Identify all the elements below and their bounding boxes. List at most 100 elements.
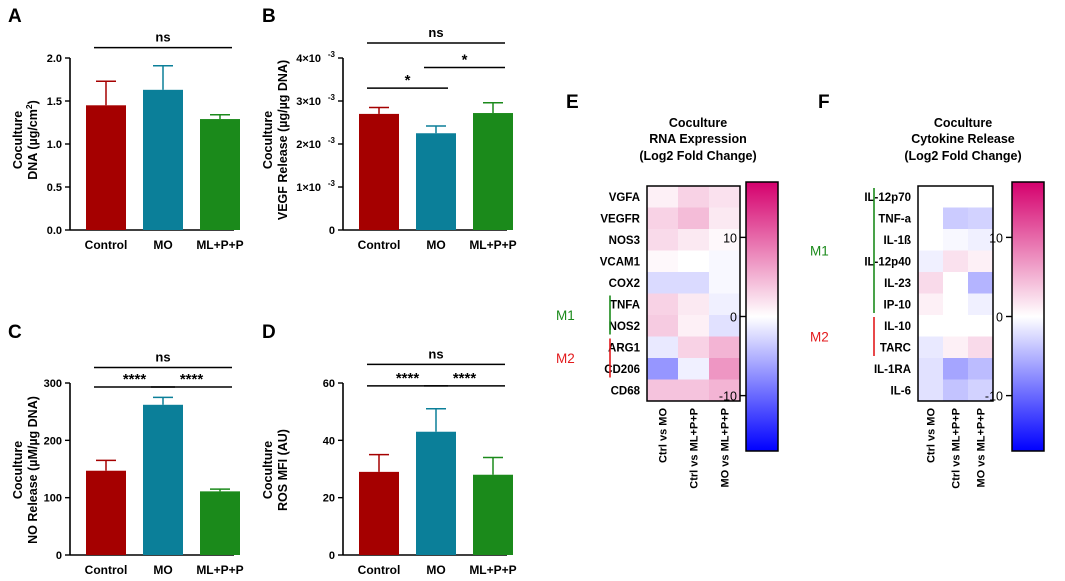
- heatmap-cell-f-3-2: [968, 250, 994, 273]
- y-tick-base-b-1: 1×10: [296, 182, 321, 194]
- significance-label-c-2: ****: [180, 371, 204, 388]
- panel-a-dna-bar-chart: A CocultureDNA (µg/cm2) 0.0 0.5 1.0 1.5 2.0 Con…: [8, 6, 244, 252]
- y-tick-label-d-0: 0: [329, 550, 335, 562]
- heatmap-cell-f-9-1: [943, 379, 969, 402]
- heatmap-cell-e-1-1: [678, 207, 710, 230]
- heatmap-cell-e-0-2: [709, 186, 741, 208]
- y-axis-title-line-d-0: Coculture: [261, 441, 275, 499]
- category-label-d-2: ML+P+P: [469, 563, 516, 577]
- bar-c-0: [86, 470, 126, 555]
- heatmap-cell-f-9-0: [918, 379, 944, 402]
- panel-letter-a: A: [8, 6, 22, 27]
- panel-d-ros-bar-chart: D CocultureROS MFI (AU) 0 20 40 60 Control MO ML…: [261, 322, 517, 577]
- heatmap-cell-f-7-0: [918, 336, 944, 359]
- heatmap-cell-f-8-0: [918, 358, 944, 380]
- significance-label-c-0: ns: [155, 350, 170, 365]
- heatmap-cell-f-4-2: [968, 272, 994, 294]
- y-tick-label-d-3: 60: [323, 378, 335, 390]
- heatmap-row-label-f-1: TNF-a: [878, 213, 911, 225]
- significance-label-c-1: ****: [123, 371, 147, 388]
- heatmap-cell-e-6-0: [647, 315, 679, 337]
- heatmap-cell-e-9-0: [647, 379, 679, 402]
- heatmap-cell-f-1-0: [918, 207, 944, 230]
- heatmap-cell-e-3-1: [678, 250, 710, 273]
- heatmap-cell-f-8-1: [943, 358, 969, 380]
- y-axis-title-line-b-0: Coculture: [261, 111, 275, 169]
- panel-letter-c: C: [8, 322, 22, 343]
- heatmap-cell-e-3-2: [709, 250, 741, 273]
- heatmap-cell-e-3-0: [647, 250, 679, 273]
- heatmap-cell-f-6-1: [943, 315, 969, 337]
- heatmap-cell-f-6-0: [918, 315, 944, 337]
- colorbar-e: [745, 181, 779, 452]
- heatmap-cell-e-4-2: [709, 272, 741, 294]
- y-tick-label-a-1: 0.5: [47, 182, 62, 194]
- category-label-b-1: MO: [426, 238, 445, 252]
- panel-c-no-release-bar-chart: C CocultureNO Release (µM/µg DNA) 0 100 200 3…: [8, 322, 244, 577]
- heatmap-col-label-e-0: Ctrl vs MO: [658, 408, 670, 463]
- y-tick-exponent-b-1: -3: [328, 179, 336, 188]
- y-tick-exponent-b-3: -3: [328, 93, 336, 102]
- significance-label-b-1: *: [462, 51, 468, 68]
- category-label-c-2: ML+P+P: [196, 563, 243, 577]
- heatmap-cell-e-6-2: [709, 315, 741, 337]
- heatmap-title-line-e-0: Coculture: [669, 116, 727, 130]
- heatmap-cell-e-9-2: [709, 379, 741, 402]
- y-axis-title-d: CocultureROS MFI (AU): [261, 429, 290, 511]
- heatmap-cell-e-0-1: [678, 186, 710, 208]
- heatmap-cell-e-5-1: [678, 293, 710, 316]
- y-tick-base-b-4: 4×10: [296, 53, 321, 65]
- bar-c-2: [200, 491, 240, 555]
- heatmap-border-f: [917, 185, 994, 402]
- panel-letter-e: E: [566, 92, 579, 113]
- colorbar-tick-label-e-1: 0: [730, 311, 737, 325]
- y-tick-label-c-2: 200: [44, 435, 62, 447]
- y-tick-exponent-b-4: -3: [328, 50, 336, 59]
- heatmap-col-label-f-1: Ctrl vs ML+P+P: [951, 408, 963, 489]
- heatmap-cell-f-5-1: [943, 293, 969, 316]
- heatmap-cell-f-3-1: [943, 250, 969, 273]
- heatmap-cell-f-7-1: [943, 336, 969, 359]
- heatmap-cell-e-8-1: [678, 358, 710, 380]
- y-axis-title-text-a: DNA (µg/cm: [26, 109, 40, 180]
- heatmap-row-label-e-9: CD68: [611, 385, 641, 397]
- category-label-d-1: MO: [426, 563, 445, 577]
- y-axis-title-line-b-1: VEGF Release (µg/µg DNA): [276, 60, 290, 220]
- heatmap-row-label-f-6: IL-10: [884, 321, 911, 333]
- y-tick-label-b-4: 4×10: [296, 53, 321, 65]
- y-tick-label-b-2: 2×10: [296, 139, 321, 151]
- significance-label-d-0: ns: [428, 346, 443, 361]
- heatmap-row-label-f-4: IL-23: [884, 278, 911, 290]
- heatmap-cell-f-2-0: [918, 229, 944, 251]
- heatmap-cell-f-2-1: [943, 229, 969, 251]
- y-axis-title-line-a-0: Coculture: [11, 111, 25, 169]
- panel-letter-d: D: [262, 322, 276, 343]
- heatmap-cell-f-8-2: [968, 358, 994, 380]
- y-tick-label-a-3: 1.5: [47, 96, 62, 108]
- bar-d-2: [473, 474, 513, 555]
- heatmap-cell-e-7-2: [709, 336, 741, 359]
- bar-a-0: [86, 105, 126, 230]
- bar-b-0: [359, 113, 399, 230]
- heatmap-cell-f-4-0: [918, 272, 944, 294]
- heatmap-cell-f-9-2: [968, 379, 994, 402]
- heatmap-col-label-f-2: MO vs ML+P+P: [976, 408, 988, 487]
- heatmap-cell-e-7-1: [678, 336, 710, 359]
- y-tick-label-b-0: 0: [329, 225, 335, 237]
- heatmap-cell-e-4-0: [647, 272, 679, 294]
- category-label-c-0: Control: [85, 563, 128, 577]
- category-label-d-0: Control: [358, 563, 401, 577]
- heatmap-row-label-e-3: VCAM1: [600, 256, 641, 268]
- heatmap-cell-f-2-2: [968, 229, 994, 251]
- heatmap-col-label-f-0: Ctrl vs MO: [926, 408, 938, 463]
- category-label-a-2: ML+P+P: [196, 238, 243, 252]
- heatmap-title-line-e-2: (Log2 Fold Change): [639, 149, 756, 163]
- bar-b-1: [416, 133, 456, 230]
- y-tick-base-b-2: 2×10: [296, 139, 321, 151]
- heatmap-cell-f-7-2: [968, 336, 994, 359]
- heatmap-row-label-e-6: NOS2: [609, 321, 640, 333]
- panel-e-rna-heatmap: E Coculture RNA Expression (Log2 Fold Chang…: [556, 92, 779, 489]
- y-tick-label-a-2: 1.0: [47, 139, 62, 151]
